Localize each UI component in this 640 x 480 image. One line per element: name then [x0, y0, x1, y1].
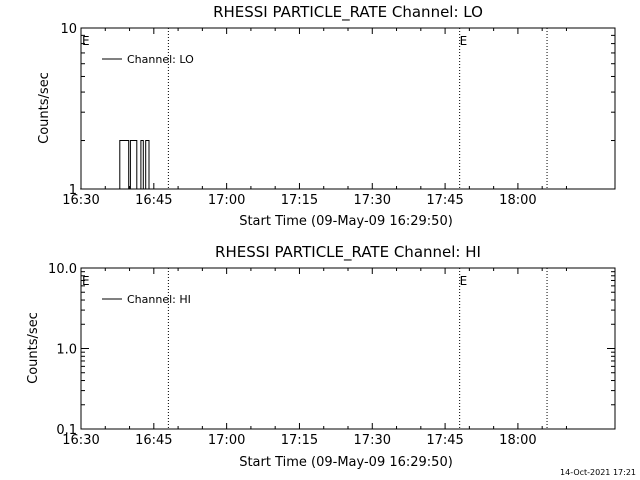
event-marker-lo-2: E	[460, 34, 468, 48]
footer-timestamp: 14-Oct-2021 17:21	[560, 468, 636, 477]
y-tick-label-lo-1: 10	[60, 22, 77, 37]
y-ticks-lo: 1 10	[60, 22, 615, 198]
y-tick-label-lo-0: 1	[69, 183, 77, 198]
x-tick-label-lo-4: 17:30	[354, 193, 391, 208]
chart-title-hi: RHESSI PARTICLE_RATE Channel: HI	[215, 243, 481, 262]
y-tick-label-hi-1: 1.0	[56, 343, 77, 358]
y-axis-label-hi: Counts/sec	[26, 312, 41, 384]
x-tick-label-lo-3: 17:15	[281, 193, 318, 208]
legend-label-hi: Channel: HI	[127, 293, 191, 306]
event-marker-lo-0: E	[82, 34, 90, 48]
y-axis-label-lo: Counts/sec	[37, 72, 52, 144]
x-tick-label-lo-0: 16:30	[62, 193, 99, 208]
x-tick-label-hi-1: 16:45	[135, 433, 172, 448]
x-tick-label-hi-5: 17:45	[426, 433, 463, 448]
event-marker-hi-2: E	[460, 274, 468, 288]
x-tick-label-hi-0: 16:30	[62, 433, 99, 448]
event-marker-hi-0: E	[82, 274, 90, 288]
x-tick-label-hi-2: 17:00	[208, 433, 245, 448]
chart-title-lo: RHESSI PARTICLE_RATE Channel: LO	[213, 3, 483, 22]
x-tick-label-lo-1: 16:45	[135, 193, 172, 208]
x-tick-label-hi-4: 17:30	[354, 433, 391, 448]
x-ticks-hi: 16:30 16:45 17:00 17:15 17:30 17:45 18:00	[62, 268, 567, 448]
y-ticks-hi: 0.1 1.0 10.0	[48, 262, 615, 438]
x-ticks-lo: 16:30 16:45 17:00 17:15 17:30 17:45 18:00	[62, 28, 567, 208]
legend-label-lo: Channel: LO	[127, 53, 194, 66]
x-tick-label-lo-2: 17:00	[208, 193, 245, 208]
x-tick-label-hi-6: 18:00	[499, 433, 536, 448]
series-lo	[80, 140, 152, 190]
x-axis-label-lo: Start Time (09-May-09 16:29:50)	[239, 214, 453, 229]
y-tick-label-hi-2: 10.0	[48, 262, 77, 277]
x-axis-label-hi: Start Time (09-May-09 16:29:50)	[239, 455, 453, 470]
series-line-lo-0	[80, 140, 152, 190]
x-tick-label-lo-5: 17:45	[426, 193, 463, 208]
x-tick-label-lo-6: 18:00	[499, 193, 536, 208]
y-tick-label-hi-0: 0.1	[56, 423, 77, 438]
x-tick-label-hi-3: 17:15	[281, 433, 318, 448]
